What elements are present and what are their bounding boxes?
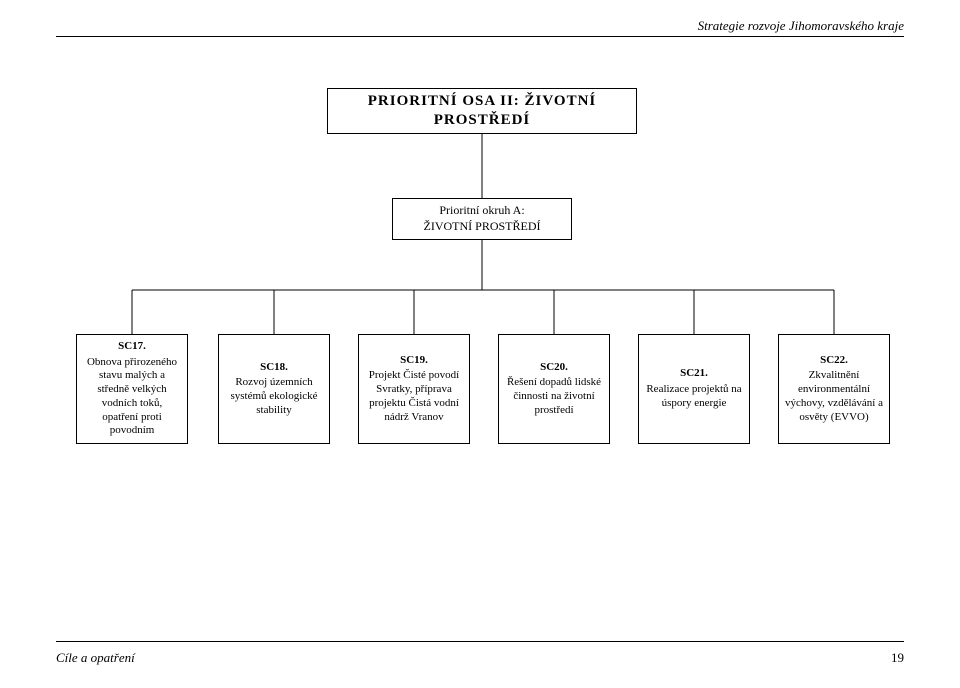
leaf-box-5: SC21. Realizace projektů na úspory energi… [638,334,750,444]
doc-header: Strategie rozvoje Jihomoravského kraje [698,18,904,34]
leaf-code: SC18. [260,361,288,375]
page: { "doc_header": "Strategie rozvoje Jihom… [0,0,960,688]
leaf-code: SC22. [820,354,848,368]
title-line1: PRIORITNÍ OSA II: ŽIVOTNÍ [368,92,597,111]
header-rule [56,36,904,37]
leaf-box-1: SC17. Obnova přirozeného stavu malých a s… [76,334,188,444]
leaf-text: Projekt Čisté povodí Svratky, příprava p… [365,369,463,424]
leaf-text: Realizace projektů na úspory energie [645,383,743,411]
leaf-text: Řešení dopadů lidské činnosti na životní… [505,376,603,417]
footer-rule [56,641,904,642]
leaf-code: SC20. [540,361,568,375]
group-box: Prioritní okruh A: ŽIVOTNÍ PROSTŘEDÍ [392,198,572,240]
leaf-code: SC21. [680,367,708,381]
leaf-box-6: SC22.Zkvalitnění environmentální výchovy… [778,334,890,444]
footer-left: Cíle a opatření [56,650,135,666]
title-line2: PROSTŘEDÍ [434,111,531,130]
leaf-box-4: SC20.Řešení dopadů lidské činnosti na ži… [498,334,610,444]
leaf-box-3: SC19.Projekt Čisté povodí Svratky, přípr… [358,334,470,444]
group-line1: Prioritní okruh A: [439,203,524,219]
leaf-text: Zkvalitnění environmentální výchovy, vzd… [785,369,883,424]
title-box: PRIORITNÍ OSA II: ŽIVOTNÍ PROSTŘEDÍ [327,88,637,134]
leaf-text: Rozvoj územních systémů ekologické stabi… [225,376,323,417]
group-line2: ŽIVOTNÍ PROSTŘEDÍ [424,219,541,235]
leaf-box-2: SC18.Rozvoj územních systémů ekologické … [218,334,330,444]
leaf-code: SC17. [118,340,146,354]
leaf-text: Obnova přirozeného stavu malých a středn… [83,356,181,439]
footer-page-number: 19 [891,650,904,666]
leaf-code: SC19. [400,354,428,368]
